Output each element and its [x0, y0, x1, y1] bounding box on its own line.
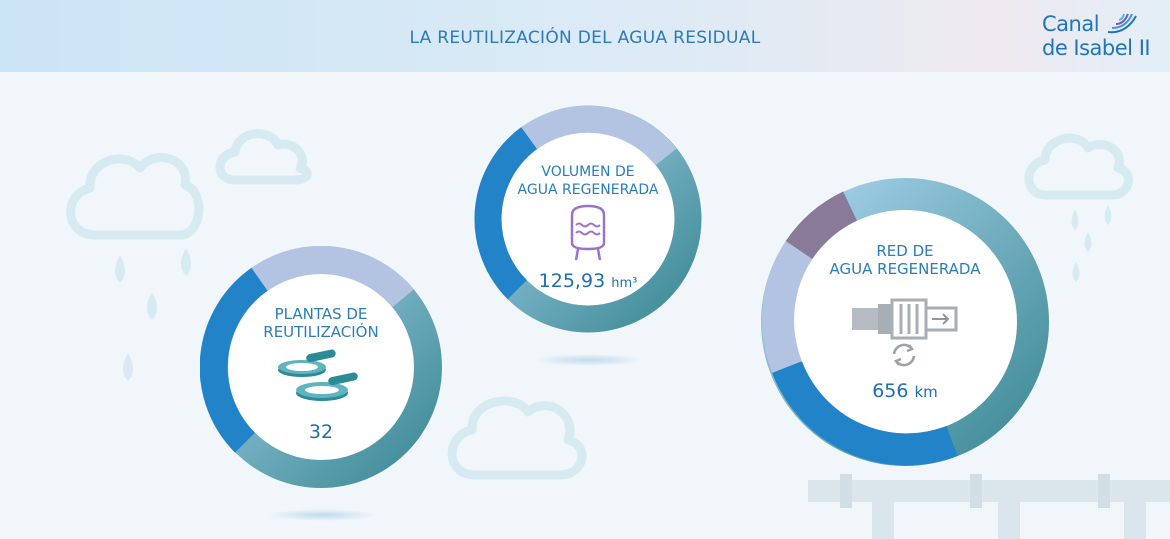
network-value-unit: km [914, 383, 938, 401]
volume-label: VOLUMEN DE AGUA REGENERADA [488, 163, 688, 199]
cloud-icon [1024, 133, 1133, 200]
volume-value-unit: hm³ [611, 276, 638, 291]
volume-label-line2: AGUA REGENERADA [517, 182, 659, 198]
network-label: RED DE AGUA REGENERADA [805, 242, 1005, 278]
plants-label-line1: PLANTAS DE [274, 305, 368, 323]
page-title: LA REUTILIZACIÓN DEL AGUA RESIDUAL [409, 28, 761, 48]
plants-value-number: 32 [308, 421, 334, 443]
header-bar: LA REUTILIZACIÓN DEL AGUA RESIDUAL Canal… [0, 0, 1170, 72]
volume-value: 125,93 hm³ [488, 270, 688, 292]
pipe-structure [808, 474, 1170, 539]
plants-label: PLANTAS DE REUTILIZACIÓN [221, 305, 421, 341]
volume-value-number: 125,93 [538, 270, 606, 292]
treatment-plant-icon [278, 349, 358, 401]
network-label-line2: AGUA REGENERADA [829, 260, 981, 278]
cloud-icon [215, 129, 312, 185]
network-value: 656 km [805, 380, 1005, 402]
network-value-number: 656 [872, 380, 909, 402]
logo-text-line1: Canal [1042, 12, 1100, 36]
cloud-icon [447, 396, 587, 480]
logo-swirl-icon [1107, 13, 1137, 34]
network-label-line1: RED DE [876, 242, 934, 260]
volume-label-line1: VOLUMEN DE [541, 164, 635, 180]
logo-text-line2: de Isabel II [1042, 36, 1151, 60]
plants-value: 32 [221, 421, 421, 443]
water-tank-icon [570, 204, 606, 261]
plants-label-line2: REUTILIZACIÓN [263, 323, 379, 341]
cloud-icon [66, 153, 204, 240]
volume-ring [474, 105, 702, 333]
water-drops [115, 205, 1112, 381]
pipe-network-icon [852, 298, 958, 367]
company-logo: Canal de Isabel II [1042, 12, 1162, 68]
